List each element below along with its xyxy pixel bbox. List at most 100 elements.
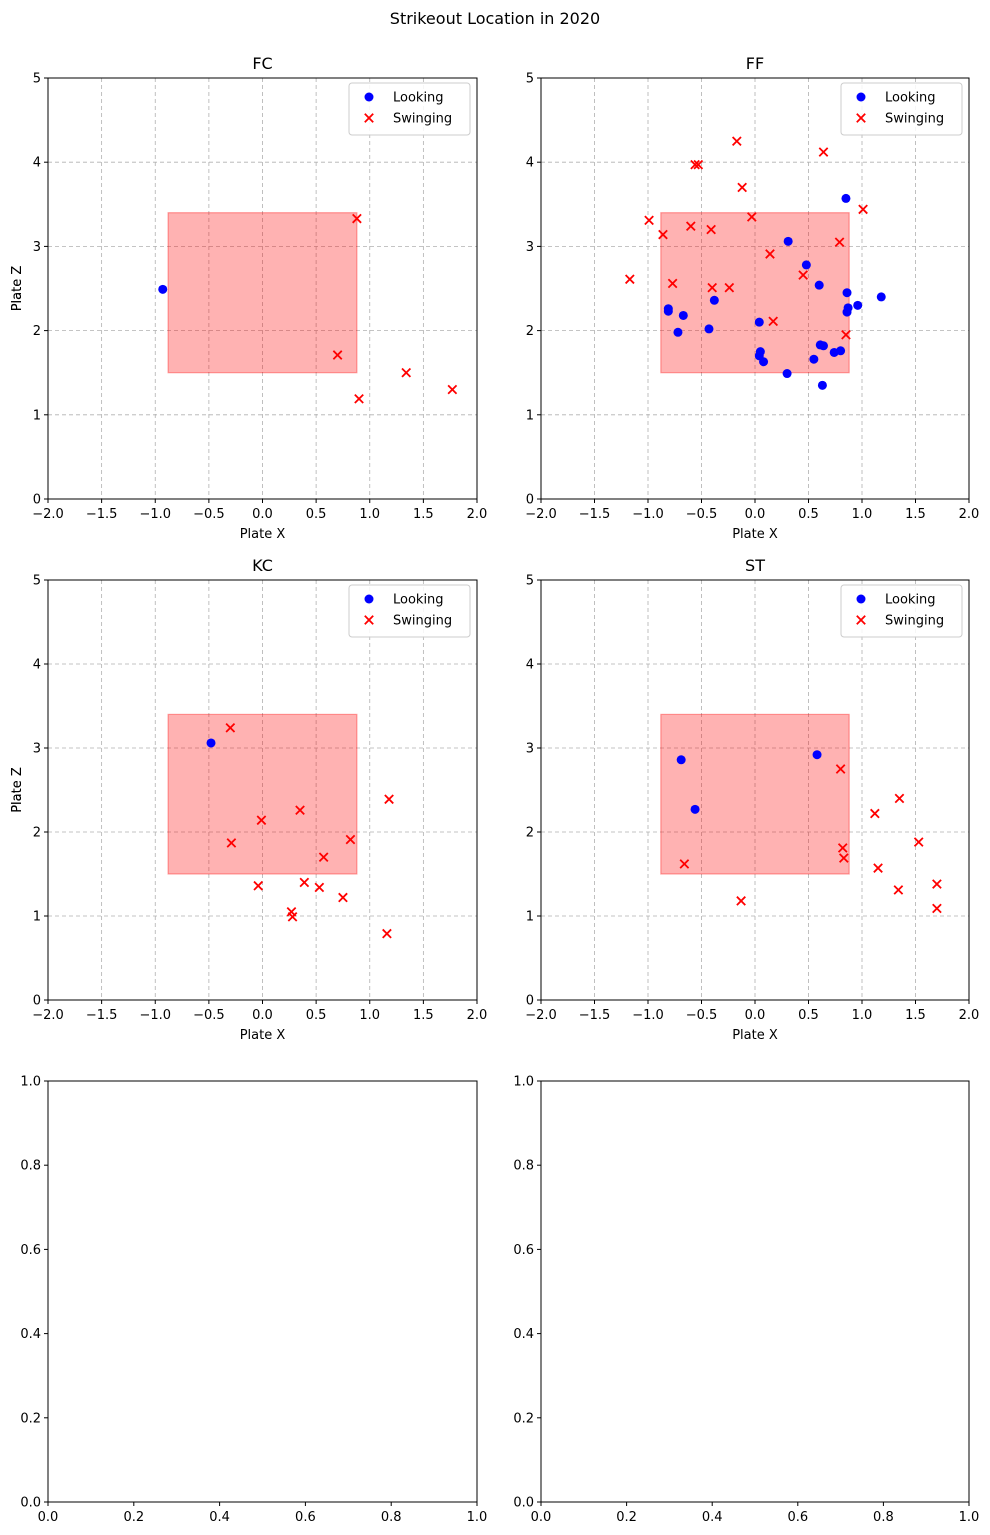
x-tick-label: 0.2 (123, 1510, 144, 1525)
y-tick-label: 1 (33, 910, 41, 925)
subplot-empty-5: 0.0 0.2 0.4 0.6 0.8 1.0 0.0 0.2 0.4 0.6 0.8 1.0 (513, 1075, 979, 1526)
subplot-title: ST (745, 556, 765, 575)
x-axis-label: Plate X (240, 527, 286, 542)
y-tick-label: 3 (526, 742, 534, 757)
y-tick-label: 0.4 (513, 1327, 534, 1342)
looking-point (818, 341, 828, 351)
swinging-point (768, 316, 779, 327)
y-tick-label: 1.0 (20, 1075, 41, 1090)
looking-point (676, 755, 686, 765)
looking-point (663, 306, 673, 316)
swinging-point (693, 159, 704, 170)
x-tick-label: −1.5 (86, 507, 118, 522)
swinging-point (841, 329, 851, 340)
x-tick-label: 2.0 (467, 1008, 488, 1023)
legend-box (348, 584, 471, 638)
swinging-point (332, 350, 343, 360)
y-axis-label: Plate Z (10, 767, 25, 813)
subplot-title: FF (746, 54, 764, 73)
x-tick-label: −0.5 (193, 1008, 225, 1023)
y-tick-label: 0 (526, 994, 534, 1009)
y-axis-label: Plate Z (10, 266, 25, 312)
y-tick-label: 5 (526, 72, 534, 87)
x-tick-label: 1.5 (905, 507, 926, 522)
x-tick-label: −0.5 (686, 1008, 718, 1023)
strike-zone (660, 713, 850, 875)
swinging-point (384, 794, 394, 805)
swinging-point (737, 182, 747, 193)
x-tick-label: −1.0 (139, 507, 171, 522)
legend: Looking Swinging (348, 82, 471, 136)
swinging-point (731, 136, 742, 146)
legend-looking-label: Looking (393, 593, 444, 608)
x-tick-label: 0.4 (209, 1510, 230, 1525)
x-tick-label: −2.0 (32, 507, 64, 522)
y-tick-label: 5 (33, 72, 41, 87)
figure-title: Strikeout Location in 2020 (390, 9, 600, 28)
looking-point (709, 295, 719, 305)
looking-point (809, 354, 819, 364)
swinging-point (299, 877, 310, 888)
legend: Looking Swinging (348, 584, 471, 638)
x-tick-label: 0.0 (745, 1008, 766, 1023)
looking-point (812, 750, 822, 760)
looking-point (206, 738, 216, 748)
x-tick-label: 0.5 (798, 507, 819, 522)
y-tick-label: 3 (33, 240, 41, 255)
strike-zone (167, 212, 358, 374)
subplot-fc: −2.0 −1.5 −1.0 −0.5 0.0 0.5 1.0 1.5 2.0 0 1 2 3 4 5 Pla… (10, 54, 487, 542)
looking-point (841, 193, 851, 203)
swinging-point (818, 147, 829, 157)
x-tick-label: −2.0 (525, 507, 557, 522)
swinging-point (685, 221, 696, 232)
swinging-point (690, 159, 700, 170)
legend-box (840, 82, 963, 136)
x-tick-label: 1.0 (359, 1008, 380, 1023)
swinging-point (658, 229, 668, 240)
swinging-point (746, 212, 757, 222)
looking-point (678, 310, 688, 320)
swinging-point (835, 764, 846, 774)
y-tick-label: 0.2 (20, 1411, 41, 1426)
swinging-point (870, 808, 880, 819)
legend-looking-label: Looking (885, 91, 936, 106)
x-tick-label: 0.8 (381, 1510, 402, 1525)
x-tick-label: −0.5 (686, 507, 718, 522)
swinging-point (226, 838, 237, 848)
swinging-point (736, 896, 746, 906)
legend-looking-marker (364, 594, 374, 604)
legend-looking-label: Looking (393, 91, 444, 106)
x-tick-label: −1.5 (579, 1008, 611, 1023)
swinging-point (706, 224, 716, 235)
swinging-point (225, 723, 236, 733)
legend-swinging-label: Swinging (885, 112, 944, 127)
looking-point (817, 380, 827, 390)
swinging-point (287, 912, 298, 922)
y-axis-label: Plate Z (10, 266, 25, 312)
y-tick-label: 1 (526, 910, 534, 925)
legend-box (348, 82, 471, 136)
looking-point (754, 317, 764, 327)
swinging-point (837, 843, 848, 853)
subplot-title: KC (252, 556, 273, 575)
subplot-st: −2.0 −1.5 −1.0 −0.5 0.0 0.5 1.0 1.5 2.0 0 1 2 3 4 5 Pla… (10, 556, 979, 1043)
swinging-point (858, 204, 868, 215)
y-tick-label: 0.2 (513, 1411, 534, 1426)
subplot-title: FC (252, 54, 272, 73)
y-tick-label: 2 (33, 324, 41, 339)
swinging-point (798, 270, 808, 280)
swinging-point (765, 249, 775, 259)
axes-frame (47, 1080, 478, 1503)
swinging-point (345, 834, 356, 845)
x-tick-label: 1.5 (413, 507, 434, 522)
swinging-point (318, 852, 329, 863)
x-axis-label: Plate X (732, 527, 778, 542)
y-tick-label: 2 (526, 324, 534, 339)
legend-swinging-marker (856, 615, 866, 625)
swinging-point (256, 815, 267, 826)
x-tick-label: 1.0 (359, 507, 380, 522)
swinging-point (913, 837, 924, 847)
y-tick-label: 4 (526, 658, 534, 673)
y-tick-label: 0 (33, 994, 41, 1009)
